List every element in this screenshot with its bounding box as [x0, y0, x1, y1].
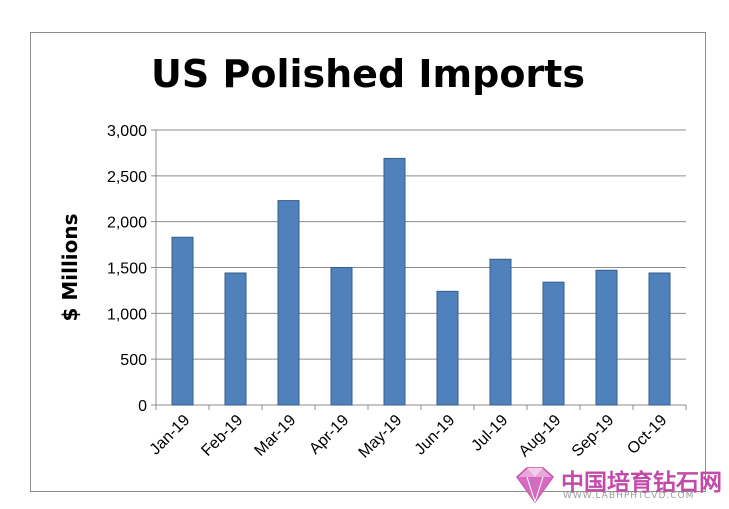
- x-tick-label: May-19: [356, 412, 406, 462]
- x-tick-label: Jun-19: [412, 412, 459, 459]
- x-tick-label: Feb-19: [198, 412, 246, 460]
- x-tick-label: Mar-19: [251, 412, 299, 460]
- bar: [383, 157, 406, 406]
- y-tick-label: 1,500: [107, 261, 147, 278]
- y-tick-label: 3,000: [107, 123, 147, 140]
- y-tick-label: 1,000: [107, 306, 147, 323]
- y-tick-label: 2,500: [107, 169, 147, 186]
- y-tick-label: 2,000: [107, 215, 147, 232]
- bar: [648, 272, 671, 406]
- x-tick-label: Jul-19: [468, 412, 511, 455]
- y-axis-label: $ Millions: [58, 213, 82, 321]
- y-tick-label: 0: [138, 398, 147, 415]
- x-tick-label: Apr-19: [306, 412, 352, 458]
- bar: [224, 272, 247, 406]
- watermark-url: WWW.LABHPHTCVD.COM: [563, 491, 695, 501]
- watermark: 中国培育钻石网 WWW.LABHPHTCVD.COM: [513, 463, 723, 505]
- chart-frame: [30, 32, 706, 492]
- bar: [171, 236, 194, 406]
- bar: [542, 281, 565, 406]
- x-tick-label: Aug-19: [516, 412, 565, 461]
- bar: [489, 258, 512, 406]
- bar: [595, 269, 618, 406]
- x-tick-label: Sep-19: [569, 412, 618, 461]
- bar: [436, 290, 459, 406]
- x-tick-label: Oct-19: [624, 412, 670, 458]
- bar: [277, 200, 300, 406]
- x-tick-label: Jan-19: [147, 412, 194, 459]
- y-tick-label: 500: [120, 352, 147, 369]
- bar: [330, 267, 353, 406]
- chart-title: US Polished Imports: [151, 52, 585, 96]
- diamond-logo-icon: [515, 467, 555, 504]
- watermark-text: 中国培育钻石网: [561, 470, 722, 496]
